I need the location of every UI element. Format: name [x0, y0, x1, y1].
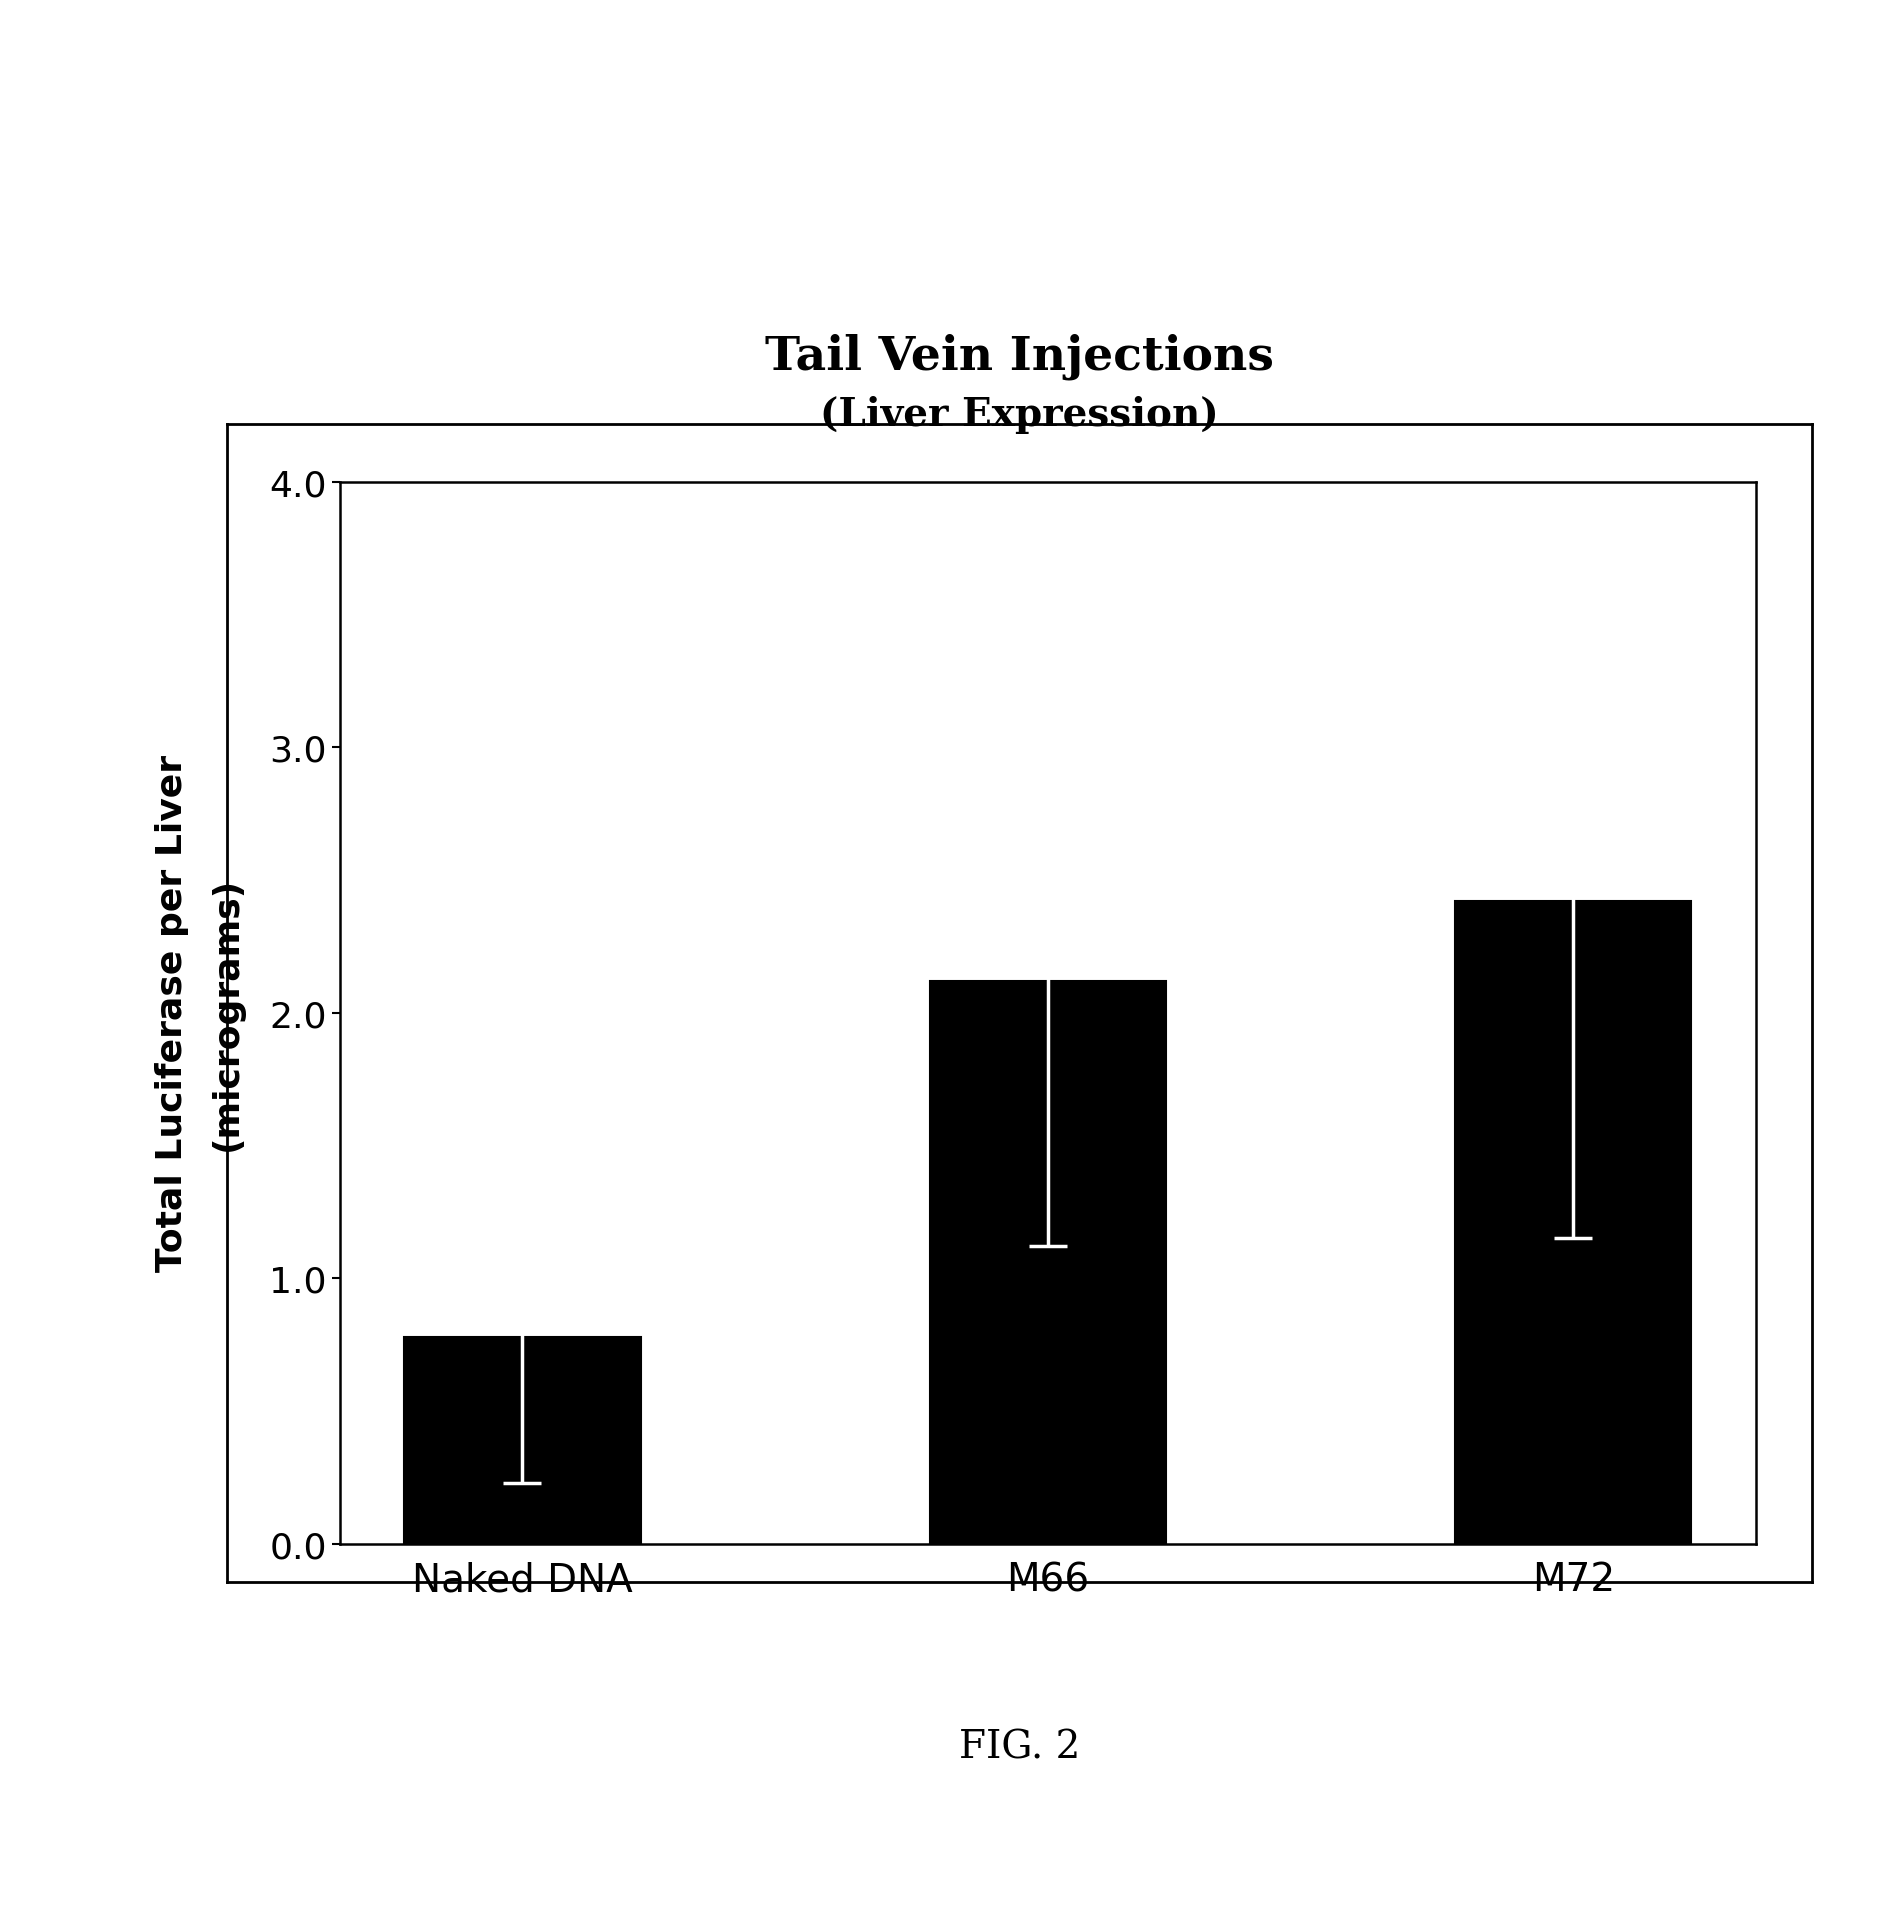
Text: Tail Vein Injections: Tail Vein Injections [765, 334, 1274, 380]
Y-axis label: Total Luciferase per Liver
(micrograms): Total Luciferase per Liver (micrograms) [155, 755, 244, 1272]
Bar [929, 980, 1167, 1544]
Bar [1456, 901, 1692, 1544]
Bar [404, 1337, 640, 1544]
Text: (Liver Expression): (Liver Expression) [819, 396, 1220, 434]
Text: FIG. 2: FIG. 2 [959, 1727, 1080, 1766]
